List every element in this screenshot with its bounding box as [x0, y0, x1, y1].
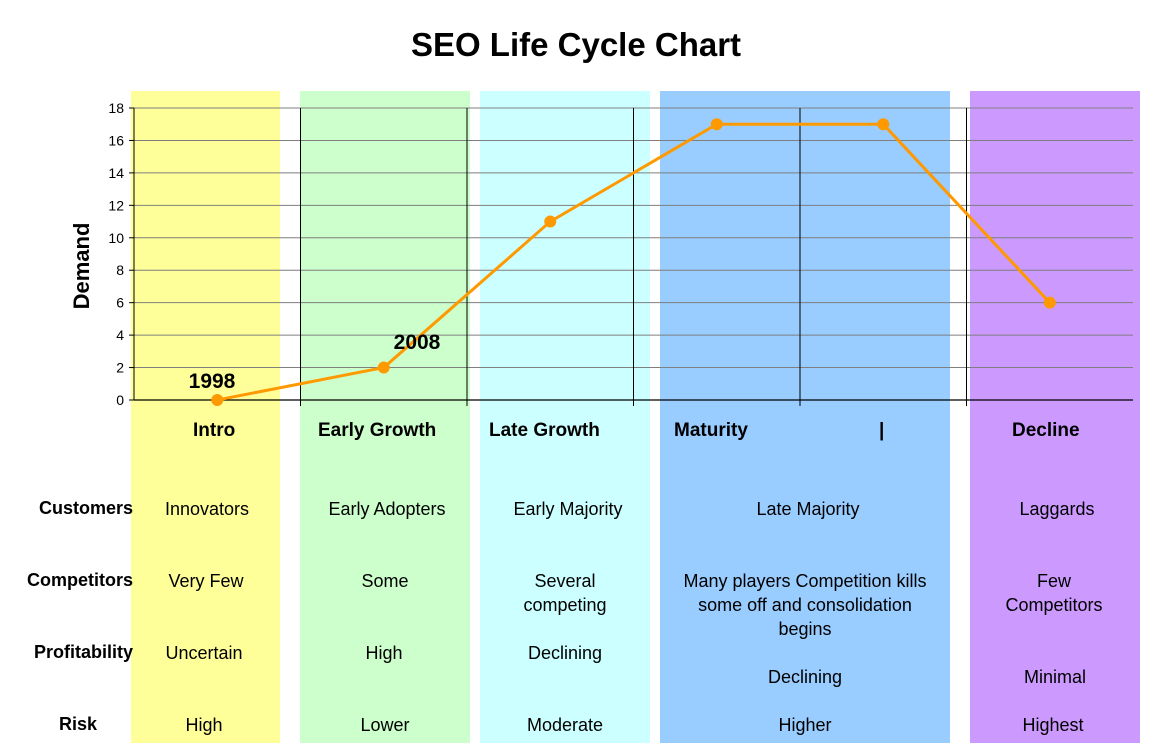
stage-band-maturity [660, 91, 950, 743]
cell-profitability-early-growth: High [365, 643, 403, 663]
stage-band-decline [970, 91, 1140, 743]
stage-label-decline: Decline [1012, 420, 1080, 441]
series-line [216, 122, 1051, 402]
y-tick-label: 8 [116, 262, 124, 278]
stage-label-intro: Intro [193, 420, 236, 441]
y-axis-label: Demand [69, 222, 94, 310]
cell-competitors-intro: Very Few [168, 571, 244, 591]
cell-risk-late-growth: Moderate [526, 715, 604, 735]
cell-profitability-late-growth: Declining [527, 643, 603, 663]
cell-risk-maturity: Higher [778, 715, 832, 735]
y-tick-label: 10 [108, 230, 124, 246]
cell-competitors-late-growth: Several competing [523, 571, 607, 615]
y-tick-label: 16 [108, 132, 124, 148]
row-label-customers: Customers [38, 498, 133, 518]
y-tick-label: 4 [116, 327, 124, 343]
y-tick-label: 2 [116, 360, 124, 376]
cell-profitability-decline: Minimal [1023, 667, 1086, 687]
data-point-label: 1998 [189, 370, 236, 393]
stage-label-late-growth: Late Growth [489, 420, 600, 441]
data-point [211, 394, 224, 406]
stage-band-intro [131, 91, 280, 743]
stage-band-early-growth [300, 91, 470, 743]
y-tick-label: 18 [108, 100, 124, 116]
stage-label-maturity: Maturity [674, 420, 748, 441]
cell-competitors-early-growth: Some [361, 571, 409, 591]
cell-risk-early-growth: Lower [360, 715, 410, 735]
cell-risk-decline: Highest [1022, 715, 1084, 735]
data-point [710, 118, 723, 131]
cell-customers-late-growth: Early Majority [513, 499, 623, 519]
cell-competitors-maturity: Many players Competition kills some off … [683, 571, 927, 639]
cell-customers-early-growth: Early Adopters [328, 499, 446, 519]
data-point [377, 361, 390, 374]
cell-competitors-decline: Few Competitors [1005, 571, 1103, 615]
row-label-risk: Risk [58, 714, 97, 734]
y-tick-label: 14 [108, 165, 124, 181]
stage-label-early-growth: Early Growth [318, 420, 437, 441]
cell-profitability-maturity: Declining [767, 667, 843, 687]
stage-band-late-growth [480, 91, 650, 743]
data-point [1043, 296, 1056, 309]
data-point-label: 2008 [394, 331, 441, 354]
chart-title: SEO Life Cycle Chart [410, 26, 742, 63]
y-tick-label: 0 [116, 392, 124, 408]
cell-customers-intro: Innovators [164, 499, 250, 519]
cell-customers-decline: Laggards [1019, 499, 1095, 519]
row-label-profitability: Profitability [33, 642, 133, 662]
row-label-competitors: Competitors [26, 570, 133, 590]
cell-risk-intro: High [185, 715, 223, 735]
cell-customers-maturity: Late Majority [756, 499, 860, 519]
y-tick-label: 6 [116, 295, 124, 311]
cell-profitability-intro: Uncertain [165, 643, 243, 663]
data-point [544, 215, 557, 228]
data-point [877, 118, 890, 131]
y-tick-label: 12 [108, 197, 124, 213]
stage-divider-mark: | [879, 420, 885, 441]
